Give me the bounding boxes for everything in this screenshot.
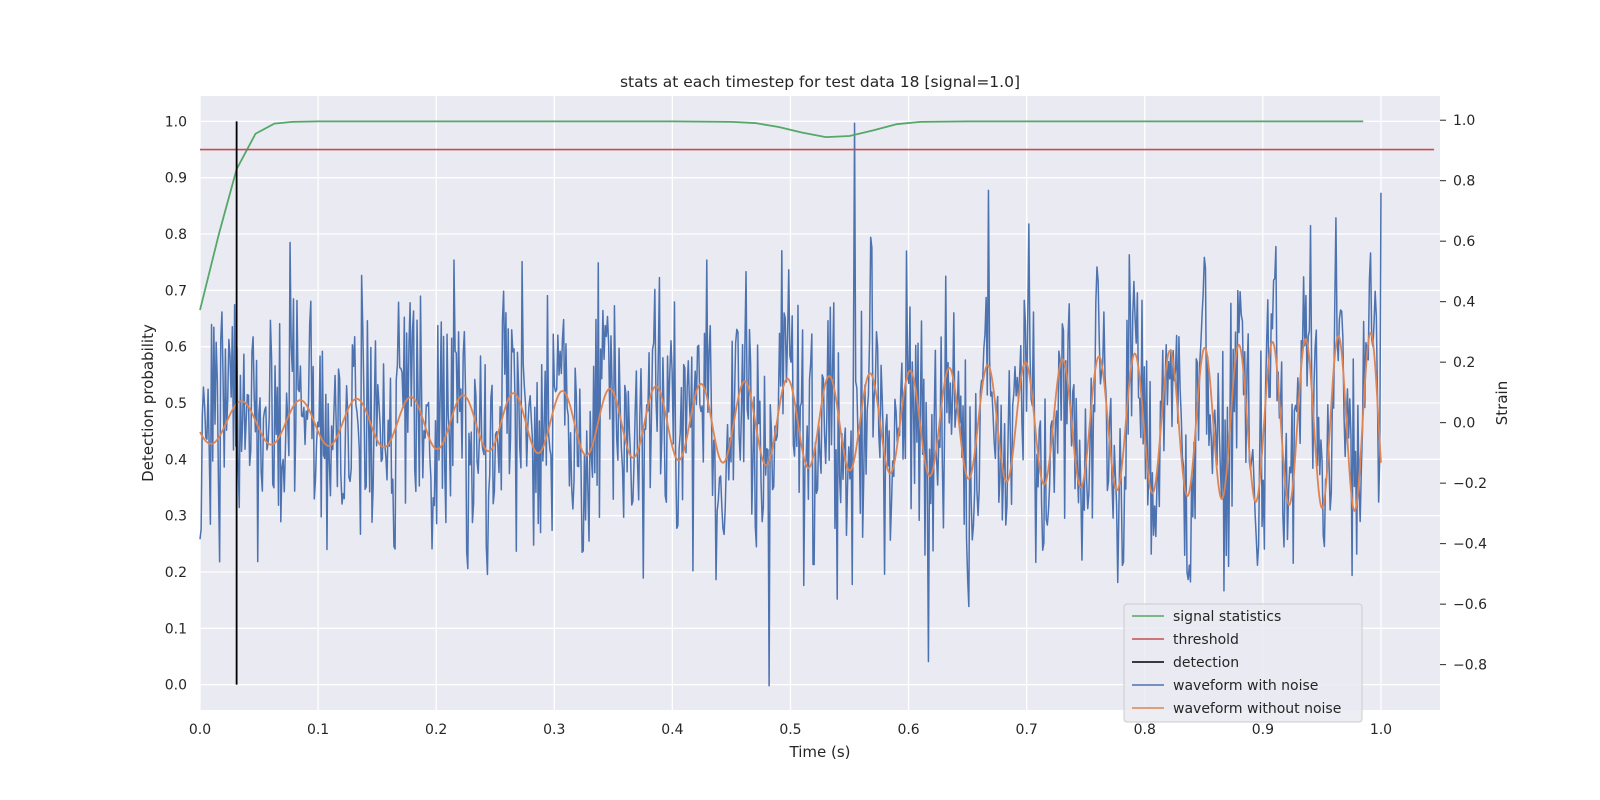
x-tick-label: 0.2: [425, 722, 447, 738]
y-right-tick-label: −0.6: [1453, 597, 1487, 613]
legend: signal statistics threshold detection wa…: [1123, 603, 1363, 723]
y-right-tick-label: 0.2: [1453, 355, 1475, 371]
y-right-tick-label: −0.8: [1453, 658, 1487, 674]
y-right-axis-label: Strain: [1493, 381, 1511, 425]
x-tick-label: 1.0: [1370, 722, 1392, 738]
series-signal-statistics: [199, 120, 1364, 311]
legend-label-signal-statistics: signal statistics: [1173, 609, 1281, 625]
y-right-tick-label: 0.6: [1453, 234, 1475, 250]
x-tick-label: 0.9: [1252, 722, 1274, 738]
x-tick-label: 0.6: [897, 722, 919, 738]
y-left-tick-label: 0.2: [165, 565, 187, 581]
y-left-tick-label: 0.0: [165, 678, 187, 694]
series-waveform-with-noise: [199, 122, 1382, 687]
legend-label-detection: detection: [1173, 655, 1239, 671]
y-left-axis-label: Detection probability: [139, 324, 157, 482]
x-tick-label: 0.4: [661, 722, 683, 738]
x-tick-label: 0.5: [779, 722, 801, 738]
y-left-tick-label: 0.4: [165, 452, 187, 468]
series-waveform-without-noise: [199, 332, 1382, 512]
x-tick-label: 0.8: [1134, 722, 1156, 738]
y-right-tick-label: 1.0: [1453, 113, 1475, 129]
y-right-tick-label: 0.0: [1453, 416, 1475, 432]
y-right-tick-label: −0.2: [1453, 476, 1487, 492]
legend-label-waveform-with-noise: waveform with noise: [1173, 678, 1318, 694]
y-right-tick-label: 0.4: [1453, 295, 1475, 311]
y-right-tick-label: −0.4: [1453, 537, 1487, 553]
y-left-tick-label: 0.8: [165, 227, 187, 243]
y-left-tick-label: 0.6: [165, 340, 187, 356]
x-tick-label: 0.1: [307, 722, 329, 738]
y-left-tick-label: 0.7: [165, 283, 187, 299]
y-right-tick-label: 0.8: [1453, 174, 1475, 190]
y-left-tick-label: 0.5: [165, 396, 187, 412]
legend-label-waveform-without-noise: waveform without noise: [1173, 701, 1341, 717]
signal-statistics-layer: [199, 120, 1435, 685]
y-right-axis-ticks: −0.8 −0.6 −0.4 −0.2 0.0 0.2 0.4 0.6 0.8 1.0: [1440, 113, 1487, 674]
x-axis-ticks: 0.0 0.1 0.2 0.3 0.4 0.5 0.6 0.7 0.8 0.9 1.0: [189, 722, 1392, 738]
x-axis-label: Time (s): [789, 743, 851, 761]
legend-label-threshold: threshold: [1173, 632, 1239, 648]
y-left-tick-label: 0.1: [165, 621, 187, 637]
waveform-with-noise-layer: [199, 122, 1382, 687]
x-tick-label: 0.0: [189, 722, 211, 738]
y-left-tick-label: 1.0: [165, 114, 187, 130]
y-left-tick-label: 0.3: [165, 509, 187, 525]
chart-title: stats at each timestep for test data 18 …: [620, 73, 1020, 91]
x-tick-label: 0.7: [1016, 722, 1038, 738]
y-left-tick-label: 0.9: [165, 171, 187, 187]
waveform-without-noise-layer: [199, 332, 1382, 512]
y-left-axis-ticks: 0.0 0.1 0.2 0.3 0.4 0.5 0.6 0.7 0.8 0.9 1.0: [165, 114, 187, 693]
x-tick-label: 0.3: [543, 722, 565, 738]
legend-box: [1123, 603, 1363, 723]
